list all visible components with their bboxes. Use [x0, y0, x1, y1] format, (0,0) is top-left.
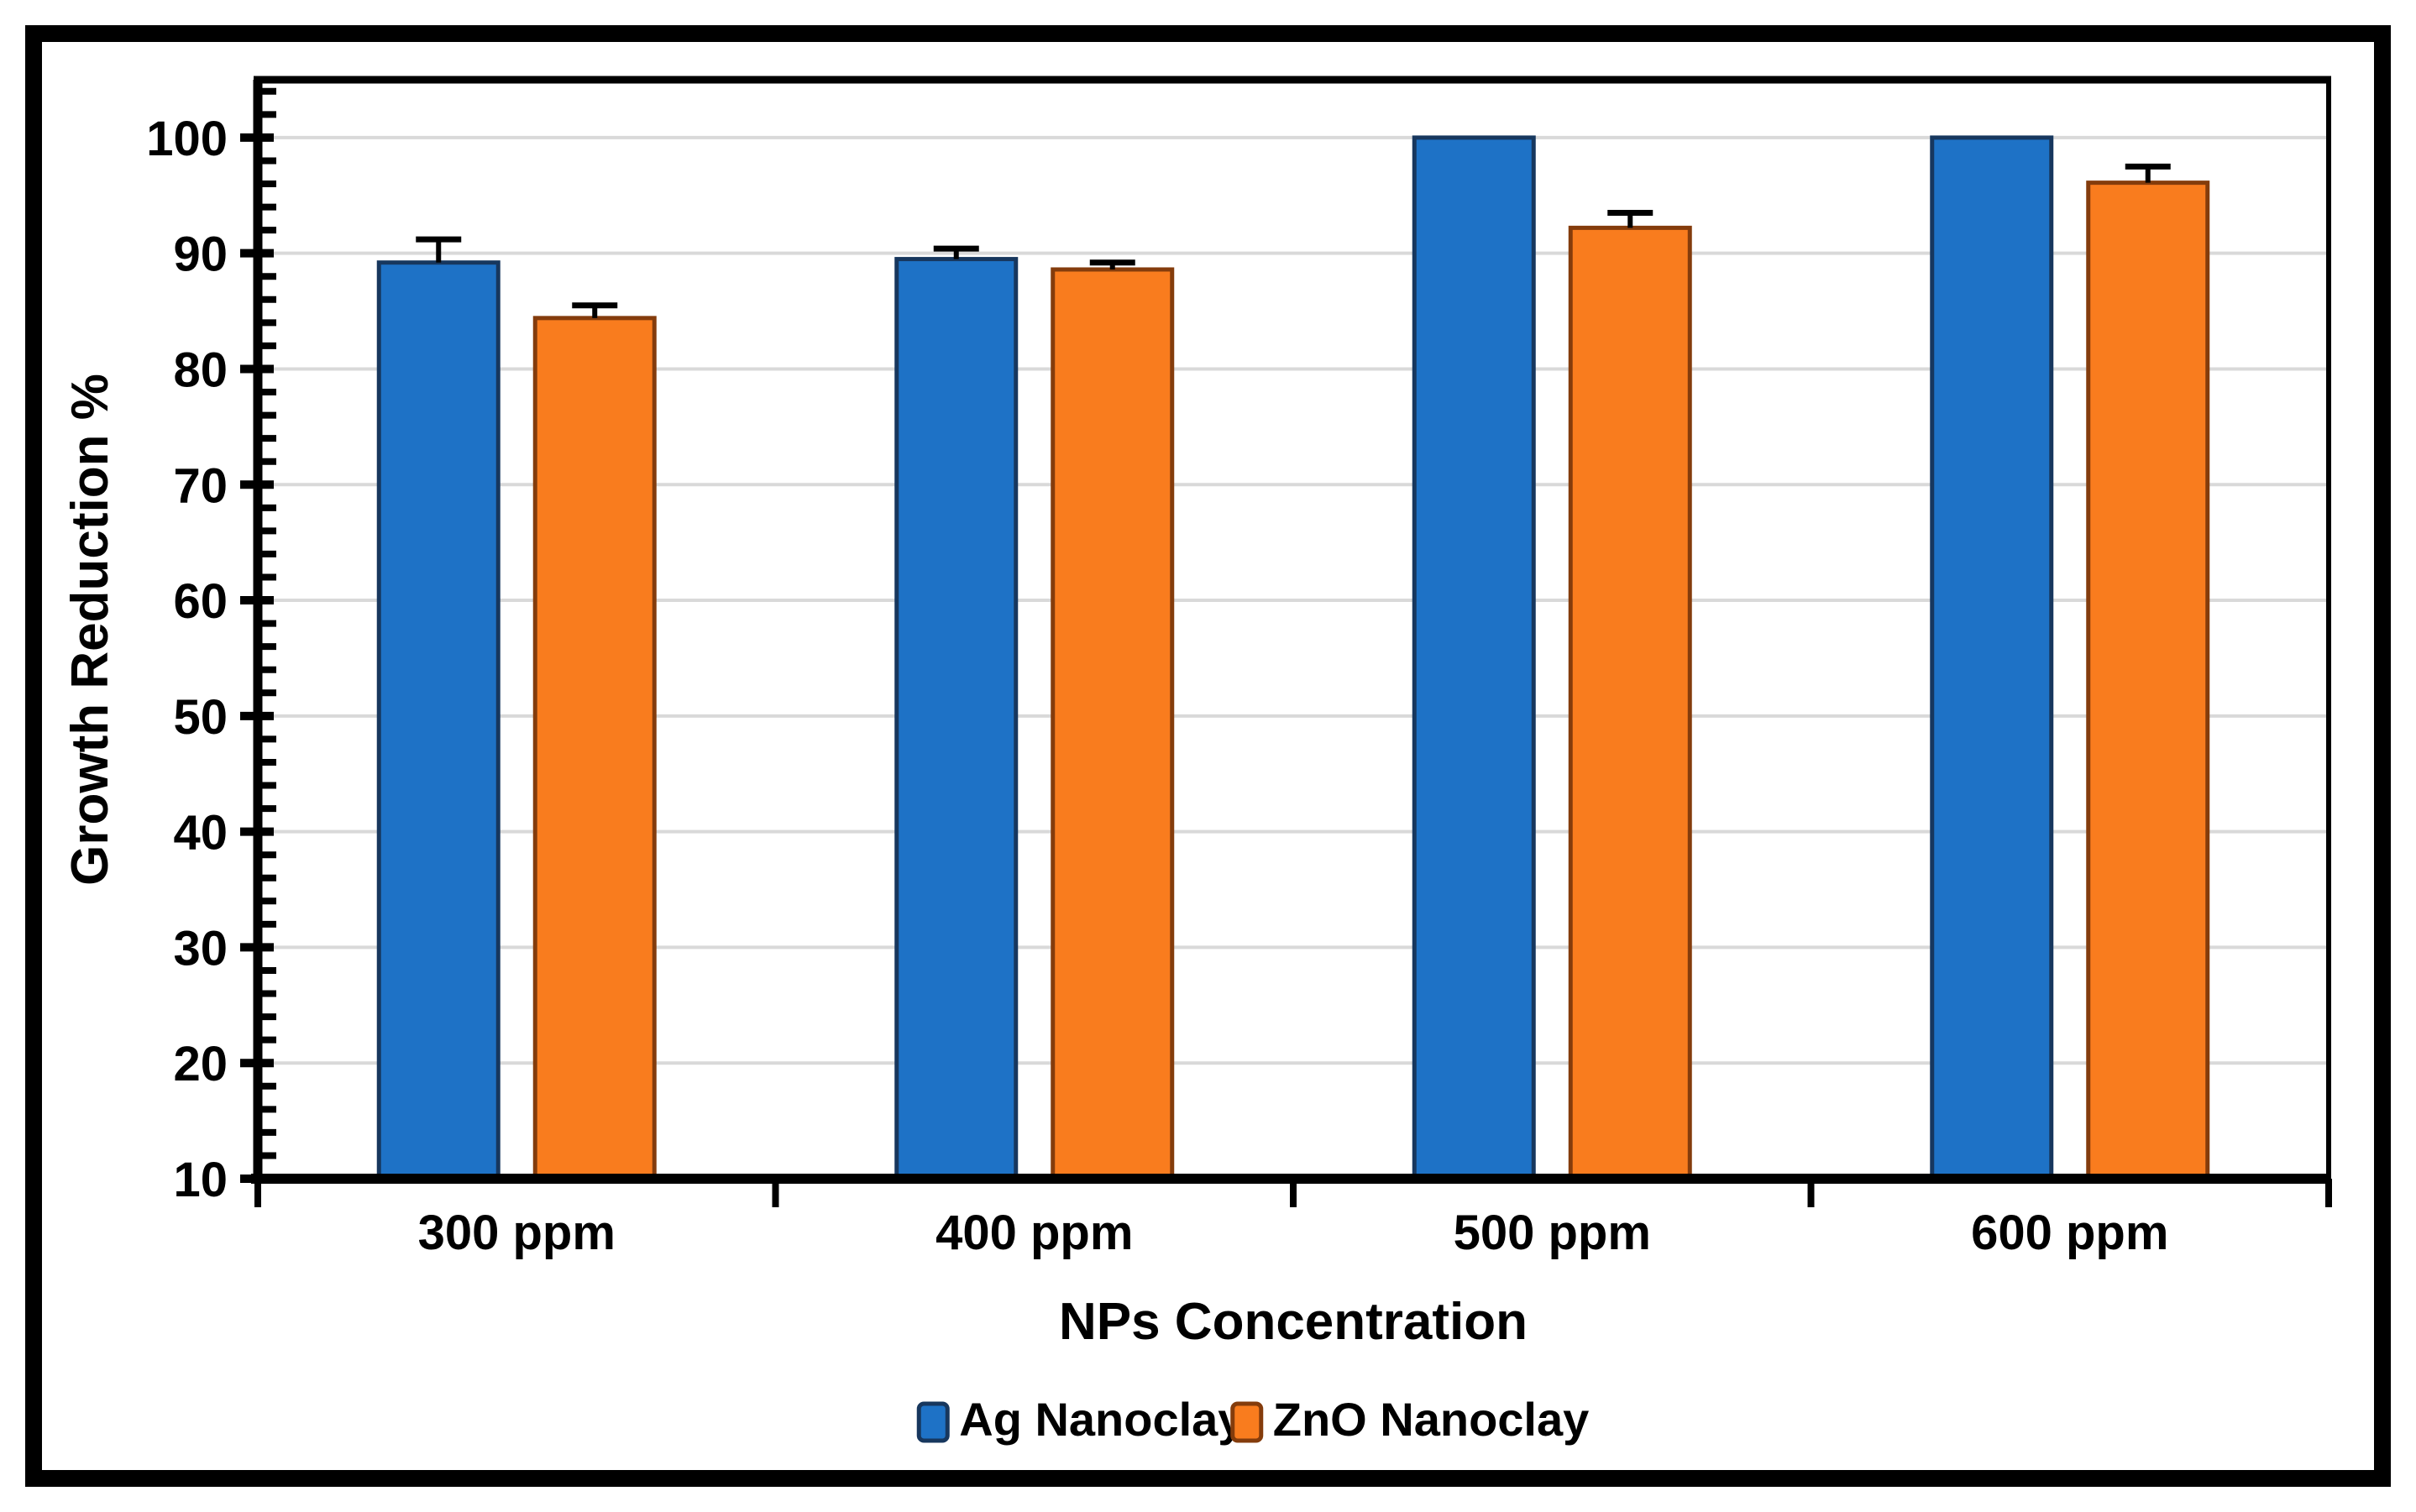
y-tick-label-30: 30: [173, 921, 228, 976]
y-tick-label-40: 40: [173, 806, 228, 861]
y-tick-label-100: 100: [146, 112, 228, 166]
bars: [376, 135, 2210, 1181]
y-axis: 10 20 30 40 50 60 70 80 90 100: [146, 80, 276, 1207]
y-tick-label-80: 80: [173, 343, 228, 397]
plot-border: [254, 76, 2331, 1179]
legend: Ag Nanoclay ZnO Nanoclay: [916, 1393, 1590, 1446]
legend-item-zno-nanoclay: ZnO Nanoclay: [1230, 1393, 1590, 1446]
bar-ag-nanoclay-600-ppm: [1930, 135, 2054, 1181]
x-category-label-400-ppm: 400 ppm: [935, 1206, 1133, 1260]
x-category-label-600-ppm: 600 ppm: [1971, 1206, 2168, 1260]
bar-zno-nanoclay-400-ppm: [1051, 267, 1175, 1181]
y-tick-label-50: 50: [173, 690, 228, 745]
legend-label-zno-nanoclay: ZnO Nanoclay: [1273, 1393, 1590, 1446]
legend-swatch-zno-nanoclay: [1230, 1401, 1264, 1443]
x-axis-title: NPs Concentration: [1059, 1293, 1528, 1351]
legend-label-ag-nanoclay: Ag Nanoclay: [959, 1393, 1244, 1446]
y-tick-label-10: 10: [173, 1153, 228, 1207]
bar-ag-nanoclay-300-ppm: [376, 260, 500, 1181]
bar-ag-nanoclay-500-ppm: [1412, 135, 1536, 1181]
bar-ag-nanoclay-400-ppm: [894, 257, 1019, 1181]
y-tick-label-20: 20: [173, 1037, 228, 1091]
bar-zno-nanoclay-600-ppm: [2086, 180, 2210, 1181]
bar-zno-nanoclay-300-ppm: [532, 316, 657, 1181]
legend-swatch-ag-nanoclay: [916, 1401, 950, 1443]
x-category-label-300-ppm: 300 ppm: [418, 1206, 616, 1260]
bar-zno-nanoclay-500-ppm: [1568, 225, 1692, 1181]
x-category-label-500-ppm: 500 ppm: [1454, 1206, 1651, 1260]
y-tick-label-90: 90: [173, 228, 228, 282]
y-tick-label-70: 70: [173, 458, 228, 513]
x-axis: 300 ppm 400 ppm 500 ppm 600 ppm: [251, 1174, 2332, 1260]
y-axis-title: Growth Reduction %: [61, 374, 119, 886]
legend-item-ag-nanoclay: Ag Nanoclay: [916, 1393, 1244, 1446]
y-tick-label-60: 60: [173, 574, 228, 629]
